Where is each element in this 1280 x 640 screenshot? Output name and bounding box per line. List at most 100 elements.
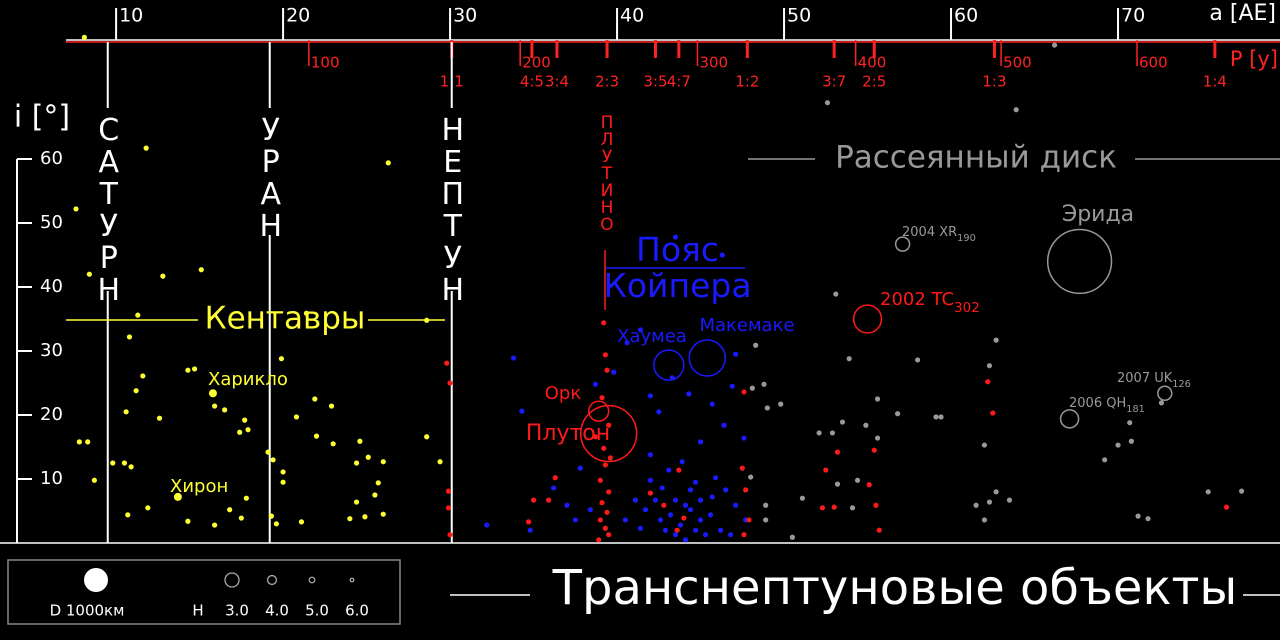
data-point <box>622 517 629 523</box>
p-tick-label: 200 <box>522 54 551 72</box>
data-point <box>733 502 739 508</box>
data-point <box>682 537 689 543</box>
data-point <box>846 356 852 362</box>
chart-title: Транснептуновые объекты <box>552 560 1238 616</box>
data-point <box>1102 457 1108 463</box>
data-point <box>763 517 769 523</box>
data-point <box>447 532 453 538</box>
data-point <box>1135 513 1141 519</box>
data-point <box>753 342 759 348</box>
data-point <box>874 435 881 441</box>
data-point <box>661 502 667 508</box>
data-point <box>985 379 991 385</box>
legend-box <box>7 559 401 625</box>
legend-h-label: 5.0 <box>305 602 329 620</box>
data-point <box>839 419 846 425</box>
y-tick-label: 10 <box>40 468 63 489</box>
data-point <box>445 488 452 494</box>
object-name: 2007 UK <box>1117 371 1173 386</box>
data-point <box>692 479 699 485</box>
resonance-label: 1:3 <box>982 73 1006 91</box>
data-point <box>601 320 607 326</box>
data-point <box>824 100 831 106</box>
object-label: 2006 QH181 <box>1069 396 1145 415</box>
data-point <box>741 532 747 538</box>
data-point <box>592 381 598 387</box>
p-axis-label: P [y] <box>1230 47 1278 71</box>
object-subscript: 126 <box>1172 379 1191 390</box>
object-name: Плутон <box>526 421 610 446</box>
data-point <box>674 527 680 533</box>
data-point <box>667 512 674 518</box>
x-tick-label: 10 <box>119 5 143 27</box>
data-point <box>833 291 839 297</box>
data-point <box>873 502 879 508</box>
y-axis-label: i [°] <box>14 100 70 135</box>
data-point <box>799 495 806 501</box>
data-point <box>763 502 769 508</box>
data-point <box>445 505 452 511</box>
data-point <box>81 34 87 41</box>
data-point <box>672 497 679 503</box>
x-tick-label: 50 <box>787 5 811 27</box>
object-label: Орк <box>545 383 582 404</box>
data-point <box>647 477 654 483</box>
data-point <box>597 477 603 483</box>
object-name: Харикло <box>208 369 288 390</box>
p-tick-label: 400 <box>858 54 887 72</box>
data-point <box>1223 504 1230 510</box>
data-point <box>717 527 724 533</box>
object-label: Плутон <box>526 421 610 446</box>
data-point <box>265 449 271 455</box>
object-name: Эрида <box>1062 202 1134 227</box>
data-point <box>692 527 699 533</box>
data-point <box>686 391 692 397</box>
data-point <box>993 337 999 343</box>
data-point <box>278 356 285 362</box>
y-tick-label: 50 <box>40 212 63 233</box>
data-point <box>986 499 993 505</box>
data-point <box>604 367 610 373</box>
resonance-label: 1:2 <box>735 73 759 91</box>
object-dot <box>208 389 217 398</box>
object-circle <box>1059 409 1080 429</box>
planet-label: УРАН <box>253 113 288 241</box>
data-point <box>672 532 679 538</box>
data-point <box>679 459 685 465</box>
data-point <box>624 340 630 346</box>
object-circle <box>579 404 638 463</box>
data-point <box>1013 107 1019 113</box>
data-point <box>596 537 602 543</box>
data-point <box>599 500 605 506</box>
data-point <box>854 477 861 483</box>
object-label: Эрида <box>1062 202 1134 227</box>
data-point <box>938 414 944 420</box>
p-tick-label: 500 <box>1003 54 1032 72</box>
data-point <box>748 474 754 480</box>
data-point <box>632 497 639 503</box>
data-point <box>362 514 368 520</box>
data-point <box>353 460 360 466</box>
data-point <box>243 495 249 501</box>
object-label: 2002 TC302 <box>880 289 980 316</box>
kuiper-label: Пояс Койпера <box>603 230 752 305</box>
data-point <box>606 422 612 428</box>
data-point <box>933 414 939 420</box>
data-point <box>915 357 921 363</box>
data-point <box>237 429 243 435</box>
data-point <box>564 502 570 508</box>
data-point <box>647 393 654 399</box>
object-name: 2004 XR <box>902 225 957 240</box>
data-point <box>728 532 734 538</box>
data-point <box>829 430 836 436</box>
data-point <box>599 395 605 401</box>
data-point <box>424 317 430 323</box>
object-label: 2007 UK126 <box>1117 371 1191 390</box>
data-point <box>874 396 881 402</box>
region-label: Рассеянный диск <box>835 140 1117 176</box>
object-name: Хирон <box>170 476 228 497</box>
data-point <box>602 352 608 358</box>
data-point <box>447 380 453 386</box>
data-point <box>990 410 996 416</box>
data-point <box>143 145 149 151</box>
